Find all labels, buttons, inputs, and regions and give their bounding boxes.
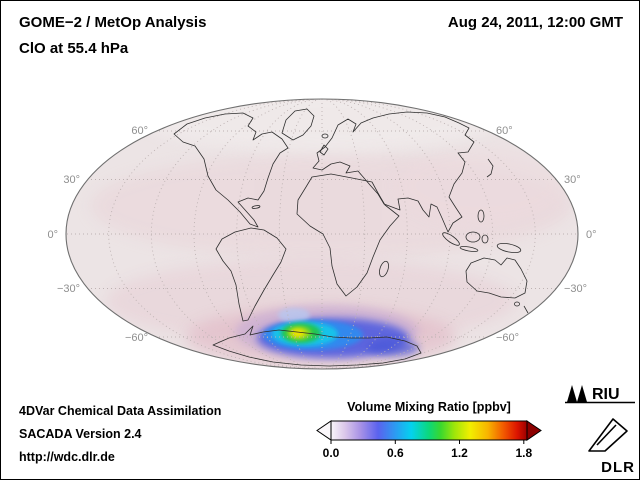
island-madagascar — [379, 260, 389, 278]
colorbar-tickmarks — [330, 440, 525, 444]
page-subtitle: ClO at 55.4 hPa — [19, 40, 129, 57]
footer-version-label: SACADA Version 2.4 — [19, 427, 142, 441]
colorbar-gradient — [330, 420, 528, 441]
lat-label: −60° — [496, 332, 519, 344]
island-japan — [486, 158, 494, 178]
page-title: GOME−2 / MetOp Analysis — [19, 14, 207, 31]
latitude-labels: 60° 30° 0° −30° −60° 60° 30° 0° −30° −60… — [47, 125, 596, 344]
lat-label: −60° — [125, 332, 148, 344]
continent-north-america — [173, 112, 289, 228]
lat-label: −30° — [57, 283, 80, 295]
continent-eurasia — [312, 111, 475, 233]
lat-label: 60° — [131, 125, 148, 137]
colorbar-tick: 1.2 — [451, 446, 468, 460]
island-cuba — [251, 205, 261, 209]
lat-label: −30° — [564, 283, 587, 295]
island-philippines — [477, 209, 485, 223]
colorbar-arrow-low — [316, 420, 332, 441]
island-sulawesi — [481, 234, 489, 244]
dlr-logo-text: DLR — [601, 459, 635, 476]
island-uk — [319, 144, 329, 156]
footer-url: http://wdc.dlr.de — [19, 450, 115, 464]
continent-australia — [465, 257, 528, 299]
island-tasmania — [514, 301, 520, 307]
continent-greenland — [281, 108, 315, 141]
colorbar-tick: 1.8 — [515, 446, 532, 460]
clo-plume — [235, 305, 419, 359]
riu-logo: RIU — [565, 385, 635, 404]
colorbar-title: Volume Mixing Ratio [ppbv] — [347, 400, 511, 414]
island-iceland — [321, 133, 329, 139]
island-borneo — [465, 231, 481, 243]
map-outline — [65, 98, 579, 370]
island-java — [459, 246, 479, 252]
timestamp-label: Aug 24, 2011, 12:00 GMT — [447, 14, 623, 31]
continent-antarctica — [212, 325, 422, 367]
lat-label: 30° — [63, 174, 80, 186]
lat-label: 60° — [496, 125, 513, 137]
colorbar: 0.0 0.6 1.2 1.8 — [316, 420, 542, 460]
lat-label: 30° — [564, 174, 581, 186]
dlr-logo: DLR — [575, 415, 635, 476]
riu-cathedral-icon — [567, 385, 587, 402]
island-new-guinea — [496, 242, 522, 254]
continent-africa — [296, 173, 400, 297]
continents — [173, 108, 533, 367]
colorbar-tick: 0.6 — [387, 446, 404, 460]
colorbar-tick-labels: 0.0 0.6 1.2 1.8 — [323, 446, 533, 460]
island-sumatra — [442, 232, 460, 246]
footer-assimilation-label: 4DVar Chemical Data Assimilation — [19, 404, 222, 418]
colorbar-arrow-high — [526, 420, 542, 441]
riu-logo-text: RIU — [592, 386, 620, 403]
lat-label: 0° — [586, 229, 597, 241]
lat-label: 0° — [47, 229, 58, 241]
colorbar-tick: 0.0 — [323, 446, 340, 460]
dlr-emblem-icon — [588, 418, 628, 452]
continent-south-america — [215, 227, 287, 322]
